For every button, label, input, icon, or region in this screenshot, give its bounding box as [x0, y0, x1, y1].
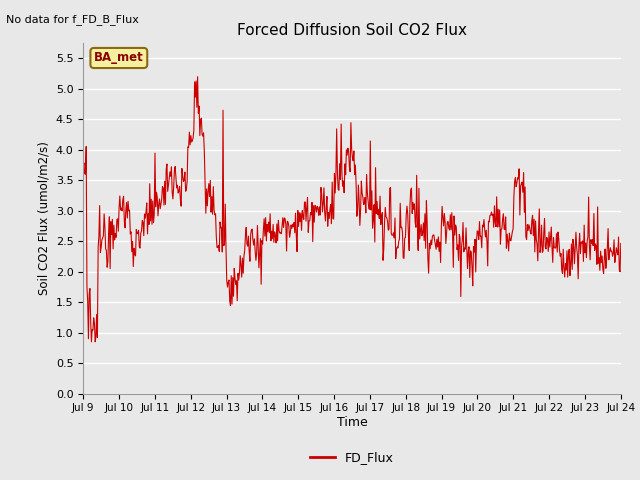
- Text: No data for f_FD_B_Flux: No data for f_FD_B_Flux: [6, 14, 140, 25]
- Text: BA_met: BA_met: [94, 51, 144, 64]
- Legend: FD_Flux: FD_Flux: [305, 446, 399, 469]
- Y-axis label: Soil CO2 Flux (umol/m2/s): Soil CO2 Flux (umol/m2/s): [37, 142, 50, 295]
- Title: Forced Diffusion Soil CO2 Flux: Forced Diffusion Soil CO2 Flux: [237, 23, 467, 38]
- X-axis label: Time: Time: [337, 416, 367, 429]
